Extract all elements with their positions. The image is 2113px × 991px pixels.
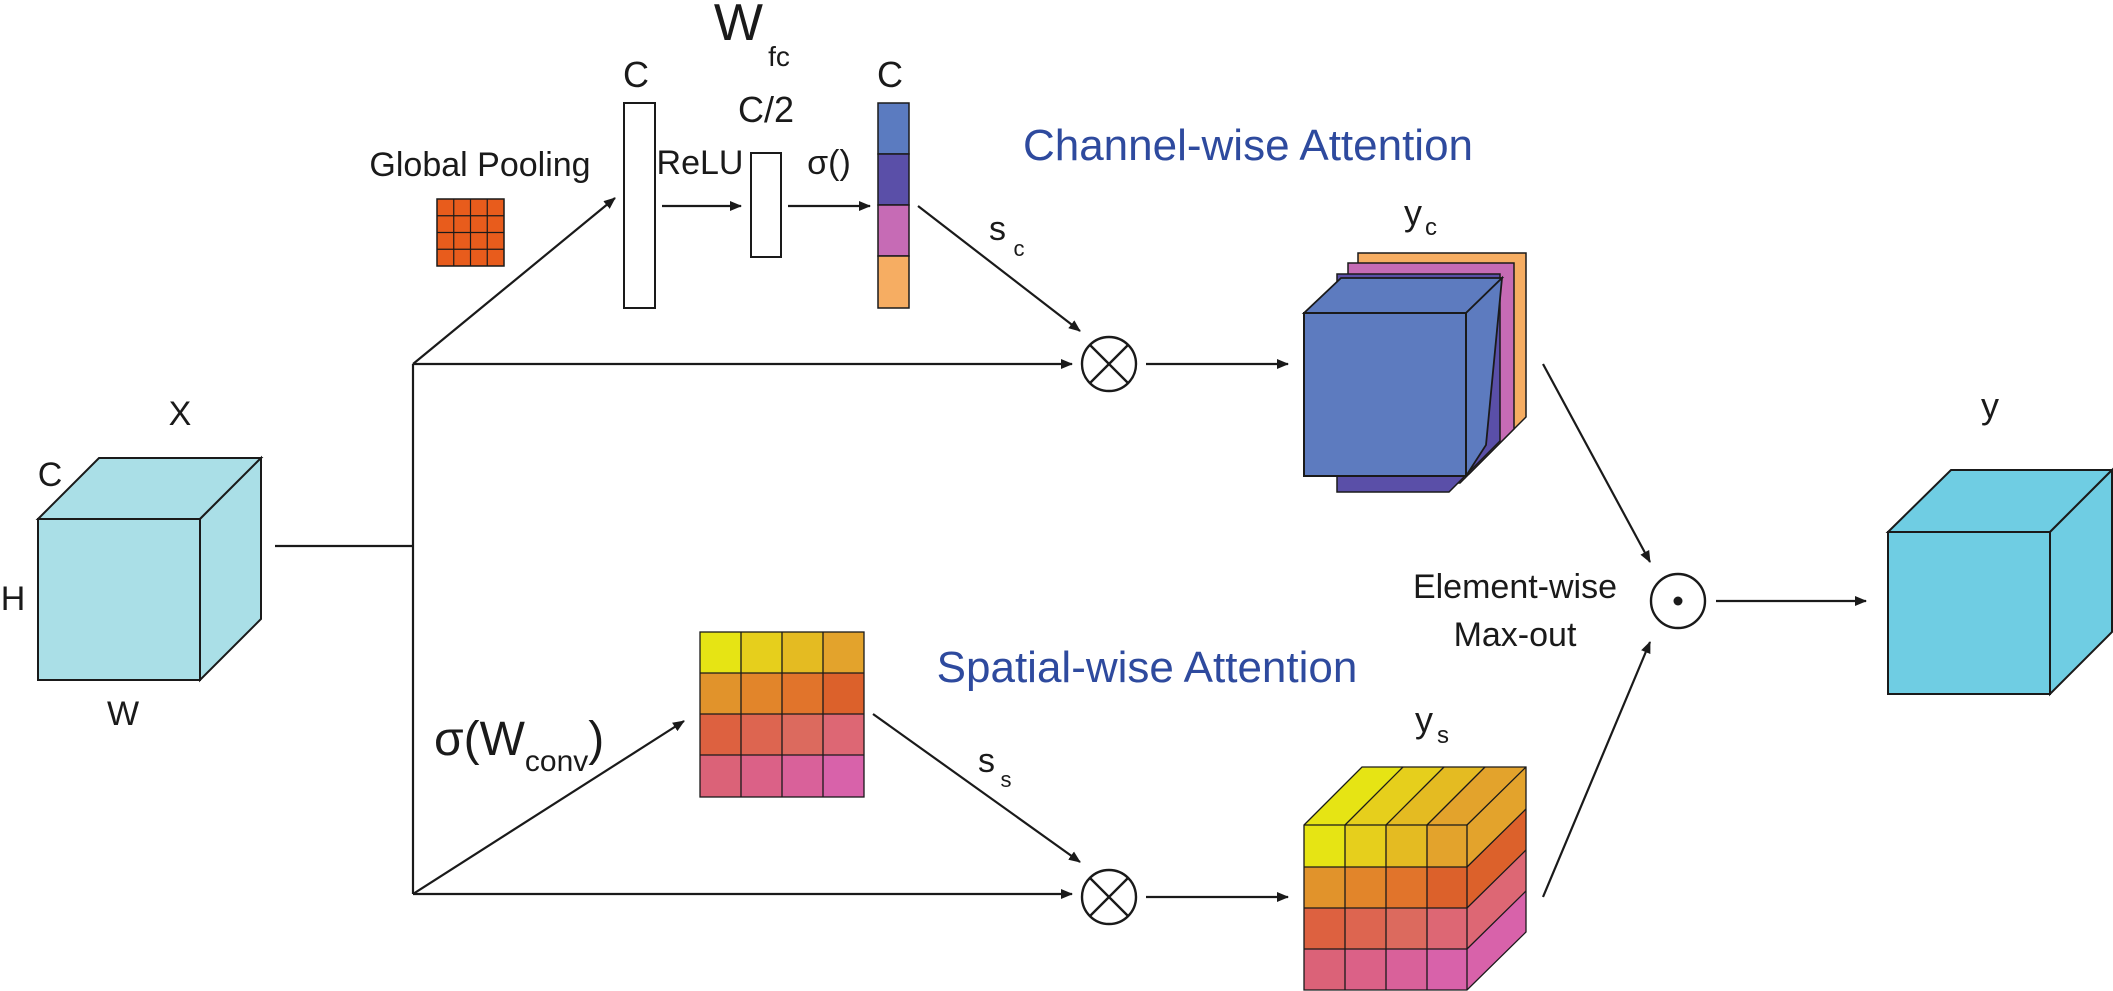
ys-sub: s: [1437, 722, 1449, 749]
channel-output-cube: [1301, 252, 1527, 493]
sc-sub: c: [1014, 236, 1025, 261]
ss-label: s: [978, 742, 995, 780]
channel-attention-vector: [877, 102, 910, 309]
connector-lines: [275, 197, 1073, 899]
multiply-spatial-icon: [1080, 868, 1138, 926]
pooling-grid: [436, 198, 505, 267]
output-label: y: [1981, 385, 1999, 426]
fc2-half-label: C/2: [738, 89, 794, 130]
input-dim-h: H: [1, 580, 26, 618]
yc-label: y: [1404, 192, 1422, 233]
global-pooling-label: Global Pooling: [369, 146, 590, 184]
sc-arrow: [917, 205, 1081, 332]
relu-label: ReLU: [657, 144, 744, 182]
ss-sub: s: [1001, 767, 1012, 792]
fc3-c-label: C: [877, 54, 903, 95]
fusion-label-line1: Element-wise: [1413, 568, 1617, 606]
spatial-attention-grid: [699, 631, 865, 798]
fc1-c-label: C: [623, 54, 649, 95]
spatial-output-cube: [1303, 766, 1527, 991]
fusion-arrow-bottom: [1541, 641, 1652, 898]
output-cube: [1885, 467, 2113, 697]
yc-sub: c: [1425, 214, 1437, 241]
fc1-vector: [623, 102, 656, 309]
spatial-attention-title: Spatial-wise Attention: [937, 643, 1358, 692]
max-out-icon: [1649, 572, 1707, 630]
fc-weight-label: W: [714, 0, 763, 52]
fusion-label-line2: Max-out: [1454, 616, 1577, 654]
channel-attention-title: Channel-wise Attention: [1023, 121, 1473, 170]
multiply-channel-icon: [1080, 335, 1138, 393]
input-cube: [35, 455, 264, 683]
ys-label: y: [1415, 699, 1433, 740]
sigma-label: σ(): [807, 144, 851, 182]
fc-weight-sub: fc: [768, 41, 790, 72]
sc-label: s: [989, 210, 1006, 248]
fusion-arrow-top: [1542, 363, 1651, 563]
input-label: X: [169, 395, 192, 433]
ss-arrow: [872, 713, 1081, 863]
fc2-vector: [750, 152, 782, 258]
conv-label: σ(Wconv): [434, 713, 604, 778]
input-dim-w: W: [107, 695, 139, 733]
input-dim-c: C: [38, 456, 63, 494]
